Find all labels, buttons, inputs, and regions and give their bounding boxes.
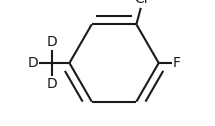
- Text: D: D: [47, 77, 58, 91]
- Text: F: F: [173, 56, 181, 70]
- Text: Cl: Cl: [134, 0, 148, 6]
- Text: D: D: [47, 35, 58, 49]
- Text: D: D: [27, 56, 38, 70]
